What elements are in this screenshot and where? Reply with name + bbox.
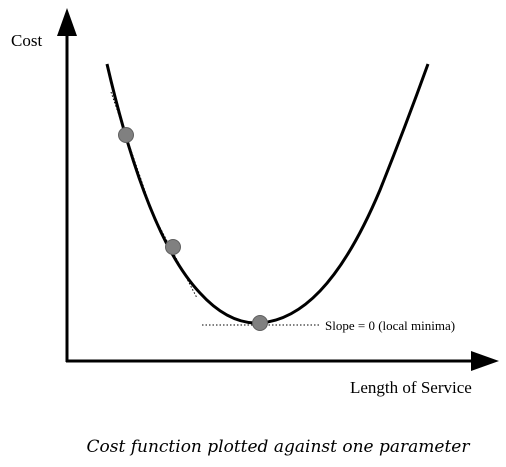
x-axis-label: Length of Service — [350, 378, 472, 397]
y-axis-arrowhead — [57, 8, 77, 36]
y-axis-label: Cost — [11, 31, 42, 50]
cost-curve — [107, 64, 428, 323]
figure-caption: Cost function plotted against one parame… — [87, 437, 471, 457]
curve-point-minimum — [253, 316, 268, 331]
curve-point-middle — [166, 240, 181, 255]
curve-point-upper — [119, 128, 134, 143]
x-axis-arrowhead — [471, 351, 499, 371]
slope-annotation: Slope = 0 (local minima) — [325, 318, 455, 333]
